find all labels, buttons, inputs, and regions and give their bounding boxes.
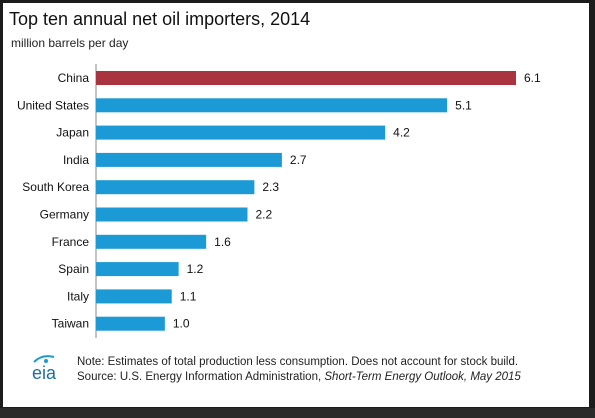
source-prefix: Source: U.S. Energy Information Administ… bbox=[77, 371, 325, 383]
note-text: Note: Estimates of total production less… bbox=[77, 356, 519, 368]
value-label: 2.3 bbox=[262, 180, 279, 194]
bar-united-states bbox=[96, 98, 448, 113]
category-label: Spain bbox=[58, 262, 89, 276]
category-label: South Korea bbox=[22, 180, 89, 194]
value-label: 1.6 bbox=[214, 235, 231, 249]
chart-frame: Top ten annual net oil importers, 2014 m… bbox=[3, 3, 589, 407]
bar-taiwan bbox=[96, 316, 165, 331]
value-label: 1.0 bbox=[173, 317, 190, 331]
chart-title: Top ten annual net oil importers, 2014 bbox=[9, 9, 311, 29]
eia-logo: eia bbox=[32, 355, 57, 383]
value-label: 6.1 bbox=[524, 71, 541, 85]
category-label: France bbox=[52, 235, 90, 249]
category-label: Japan bbox=[56, 126, 89, 140]
value-label: 1.1 bbox=[180, 289, 197, 303]
bar-japan bbox=[96, 125, 386, 140]
category-label: Italy bbox=[67, 289, 89, 303]
chart-note: Note: Estimates of total production less… bbox=[77, 355, 521, 385]
bar-spain bbox=[96, 262, 179, 277]
value-label: 2.2 bbox=[255, 208, 272, 222]
value-label: 5.1 bbox=[455, 98, 472, 112]
svg-text:eia: eia bbox=[32, 363, 57, 383]
category-label: China bbox=[58, 71, 90, 85]
category-label: India bbox=[63, 153, 89, 167]
source-text: Source: U.S. Energy Information Administ… bbox=[77, 370, 521, 385]
bar-italy bbox=[96, 289, 172, 304]
value-label: 4.2 bbox=[393, 126, 410, 140]
source-title: Short-Term Energy Outlook, May 2015 bbox=[324, 371, 521, 383]
bar-germany bbox=[96, 207, 248, 222]
bottom-strip bbox=[0, 408, 595, 418]
chart-subtitle: million barrels per day bbox=[11, 36, 129, 50]
bar-china bbox=[96, 71, 516, 85]
bar-france bbox=[96, 234, 207, 249]
bar-south-korea bbox=[96, 180, 255, 195]
category-label: Taiwan bbox=[52, 317, 89, 331]
category-label: Germany bbox=[40, 208, 89, 222]
bar-india bbox=[96, 152, 282, 167]
category-label: United States bbox=[17, 98, 89, 112]
value-label: 2.7 bbox=[290, 153, 307, 167]
value-label: 1.2 bbox=[187, 262, 204, 276]
